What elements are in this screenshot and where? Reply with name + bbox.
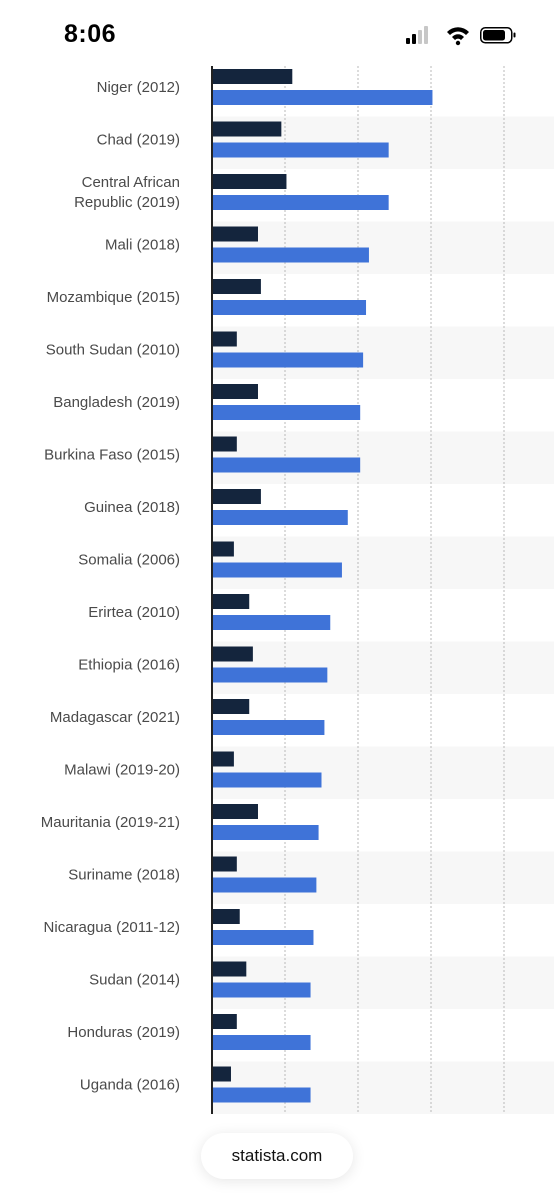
bar-series-2 <box>212 772 322 788</box>
bar-series-1 <box>212 804 258 819</box>
bar-series-1 <box>212 594 250 609</box>
category-label: Mozambique (2015) <box>47 289 180 306</box>
bar-series-1 <box>212 646 253 662</box>
bar-series-2 <box>212 615 331 630</box>
category-label: Mali (2018) <box>105 237 180 254</box>
bar-series-1 <box>212 909 240 924</box>
bar-series-1 <box>212 541 234 557</box>
source-link[interactable]: statista.com <box>201 1133 353 1179</box>
bar-series-1 <box>212 331 237 347</box>
cellular-signal-icon <box>406 26 428 44</box>
bar-series-2 <box>212 877 317 893</box>
category-label: Bangladesh (2019) <box>53 394 180 411</box>
category-label: Suriname (2018) <box>68 867 180 884</box>
bar-series-1 <box>212 699 250 714</box>
category-label: Somalia (2006) <box>78 552 180 569</box>
bar-series-2 <box>212 930 314 945</box>
bar-series-1 <box>212 961 247 977</box>
category-label: Republic (2019) <box>74 194 180 211</box>
bar-series-1 <box>212 1066 231 1082</box>
category-label: Sudan (2014) <box>89 972 180 989</box>
bar-series-1 <box>212 751 234 767</box>
bar-series-2 <box>212 982 311 998</box>
bar-series-2 <box>212 405 361 420</box>
category-label: Burkina Faso (2015) <box>44 447 180 464</box>
bar-series-1 <box>212 174 287 189</box>
status-time: 8:06 <box>64 20 117 48</box>
bar-series-1 <box>212 384 258 399</box>
bar-series-2 <box>212 720 325 735</box>
category-label: Honduras (2019) <box>67 1024 180 1041</box>
category-label: Ethiopia (2016) <box>78 657 180 674</box>
bar-series-2 <box>212 667 328 683</box>
status-bar: 8:06 <box>0 0 554 64</box>
category-label: Erirtea (2010) <box>88 604 180 621</box>
bar-series-2 <box>212 90 433 105</box>
bar-series-2 <box>212 1087 311 1103</box>
category-label: Mauritania (2019-21) <box>41 814 180 831</box>
category-label: Nicaragua (2011-12) <box>44 919 180 936</box>
category-label: Central African <box>82 174 180 191</box>
bar-series-2 <box>212 562 342 578</box>
bar-series-1 <box>212 489 261 504</box>
bar-series-1 <box>212 69 293 84</box>
bar-series-2 <box>212 352 364 368</box>
chart-area: Niger (2012) Chad (2019) Central African Re… <box>0 64 554 1124</box>
bar-series-2 <box>212 195 389 210</box>
bar-series-2 <box>212 1035 311 1050</box>
bar-series-1 <box>212 226 258 242</box>
bar-series-1 <box>212 279 261 294</box>
category-label: Guinea (2018) <box>84 499 180 516</box>
bar-series-1 <box>212 856 237 872</box>
category-label: Uganda (2016) <box>80 1077 180 1094</box>
bar-series-2 <box>212 510 348 525</box>
category-label: Chad (2019) <box>97 132 180 149</box>
status-icons <box>406 26 516 46</box>
bar-series-2 <box>212 300 367 315</box>
battery-icon <box>480 27 516 44</box>
category-label: Malawi (2019-20) <box>64 762 180 779</box>
bar-series-1 <box>212 436 237 452</box>
category-label: Niger (2012) <box>97 79 180 96</box>
wifi-icon <box>447 27 469 46</box>
bar-series-1 <box>212 121 282 137</box>
bar-series-2 <box>212 142 389 158</box>
bar-series-2 <box>212 457 361 473</box>
bar-series-1 <box>212 1014 237 1029</box>
category-label: South Sudan (2010) <box>46 342 180 359</box>
bar-chart: Niger (2012) Chad (2019) Central African Re… <box>41 66 554 1114</box>
category-label: Madagascar (2021) <box>50 709 180 726</box>
bar-series-2 <box>212 247 369 263</box>
bar-series-2 <box>212 825 319 840</box>
